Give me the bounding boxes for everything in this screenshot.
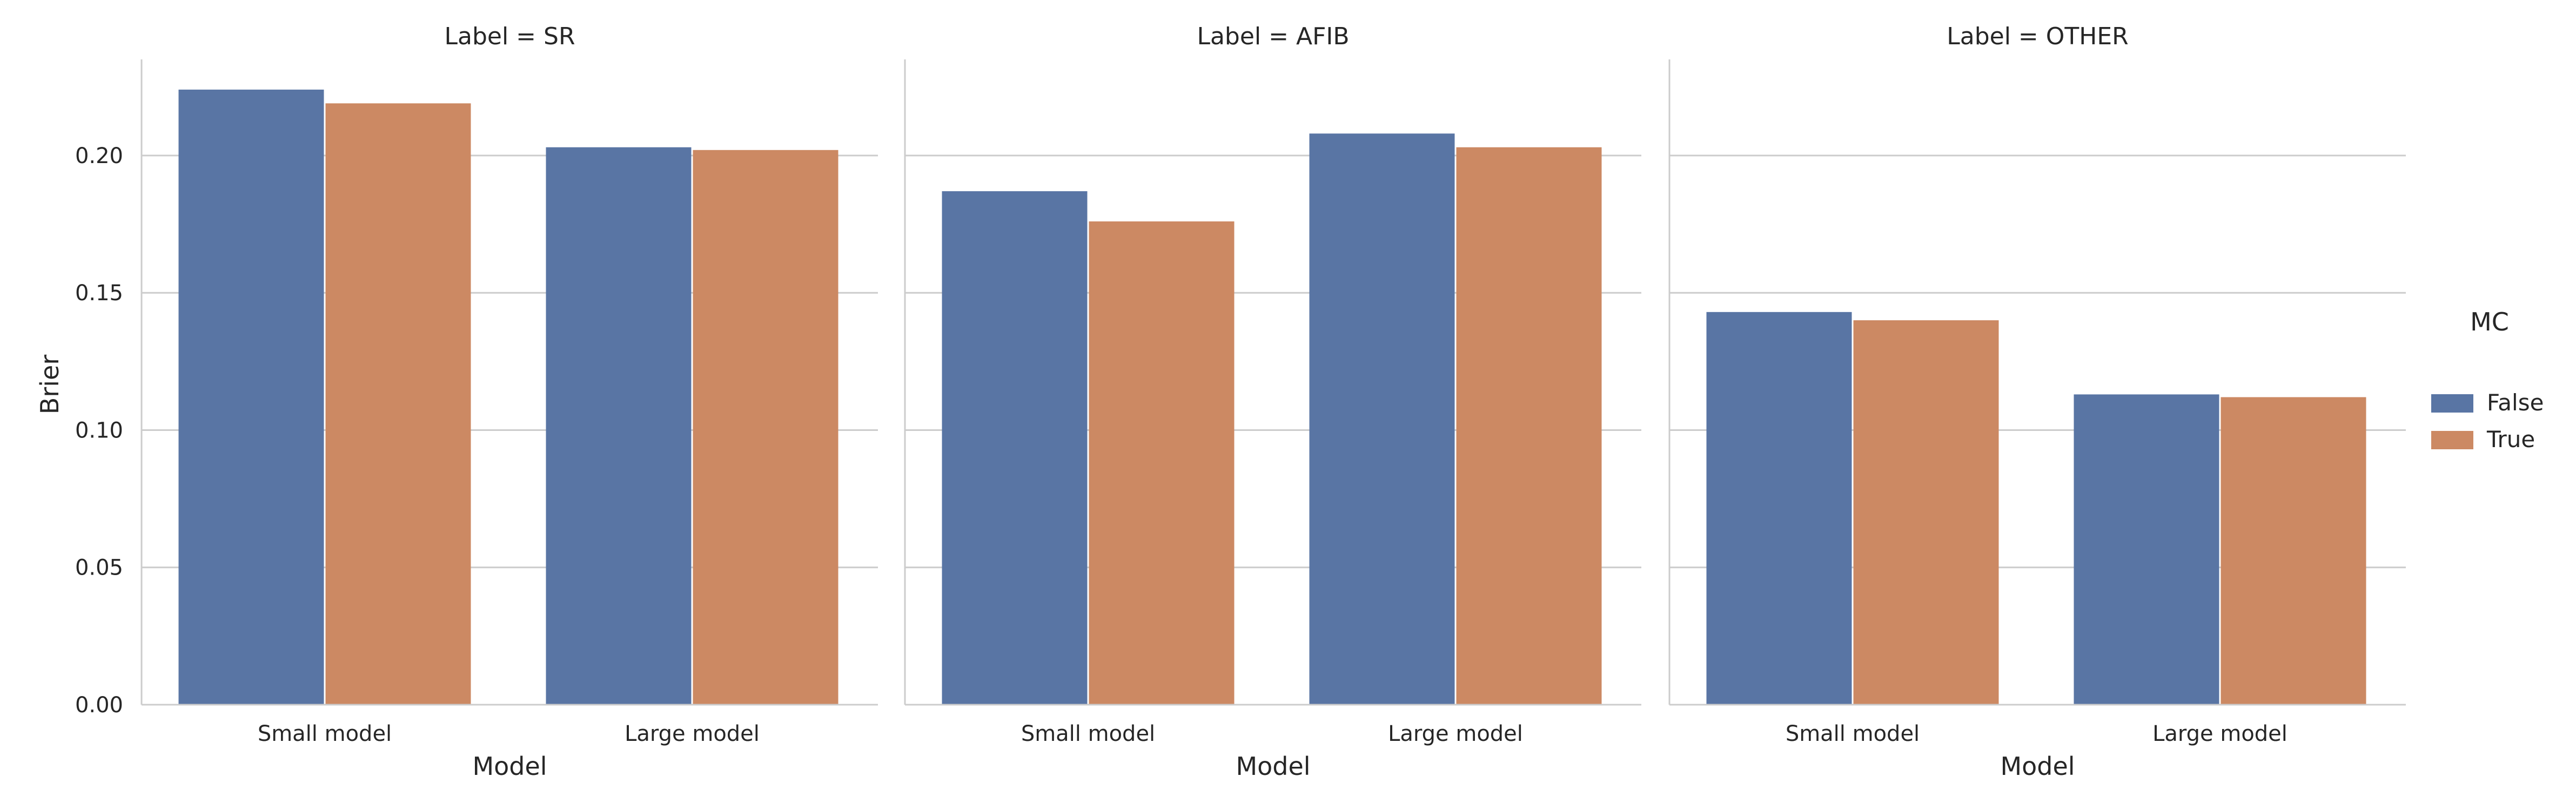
x-tick-label: Small model bbox=[1786, 721, 1920, 746]
legend-label-false: False bbox=[2487, 389, 2544, 416]
x-axis-label: Model bbox=[1236, 752, 1310, 781]
legend-swatch-true bbox=[2431, 431, 2473, 449]
y-tick-label: 0.00 bbox=[75, 693, 123, 718]
bar-large-model-false bbox=[546, 147, 692, 705]
bar-large-model-false bbox=[2074, 394, 2219, 705]
y-tick-label: 0.05 bbox=[75, 556, 123, 580]
bar-large-model-true bbox=[1456, 147, 1602, 705]
bar-small-model-true bbox=[1089, 221, 1235, 705]
bar-small-model-false bbox=[178, 89, 324, 705]
legend: MC False True bbox=[2431, 307, 2544, 453]
legend-swatch-false bbox=[2431, 394, 2473, 413]
bar-small-model-false bbox=[942, 191, 1088, 705]
y-axis-label: Brier bbox=[35, 355, 64, 415]
x-tick-label: Large model bbox=[625, 721, 760, 746]
panel-label-afib: Small model Large model Label = AFIB Model bbox=[904, 23, 1641, 781]
y-tick-label: 0.20 bbox=[75, 144, 123, 168]
panel-title: Label = AFIB bbox=[1197, 23, 1349, 50]
bar-small-model-true bbox=[325, 103, 471, 705]
bar-small-model-true bbox=[1853, 320, 1999, 705]
x-axis-label: Model bbox=[2000, 752, 2075, 781]
legend-label-true: True bbox=[2486, 426, 2535, 453]
panel-label-sr: Small model Large model Label = SR Model 0.0… bbox=[75, 23, 878, 781]
bar-large-model-true bbox=[693, 150, 838, 705]
bar-small-model-false bbox=[1706, 312, 1852, 705]
x-tick-label: Small model bbox=[258, 721, 392, 746]
legend-title: MC bbox=[2470, 307, 2509, 336]
y-tick-label: 0.10 bbox=[75, 418, 123, 443]
bar-large-model-true bbox=[2221, 397, 2366, 705]
panel-title: Label = SR bbox=[444, 23, 575, 50]
y-tick-label: 0.15 bbox=[75, 281, 123, 306]
x-tick-label: Large model bbox=[2152, 721, 2287, 746]
x-tick-label: Large model bbox=[1388, 721, 1523, 746]
panel-title: Label = OTHER bbox=[1947, 23, 2129, 50]
panel-label-other: Small model Large model Label = OTHER Model bbox=[1668, 23, 2406, 781]
x-tick-label: Small model bbox=[1021, 721, 1155, 746]
chart-panels: Small model Large model Label = SR Model 0.0… bbox=[75, 23, 2406, 781]
x-axis-label: Model bbox=[472, 752, 547, 781]
bar-large-model-false bbox=[1309, 133, 1455, 705]
